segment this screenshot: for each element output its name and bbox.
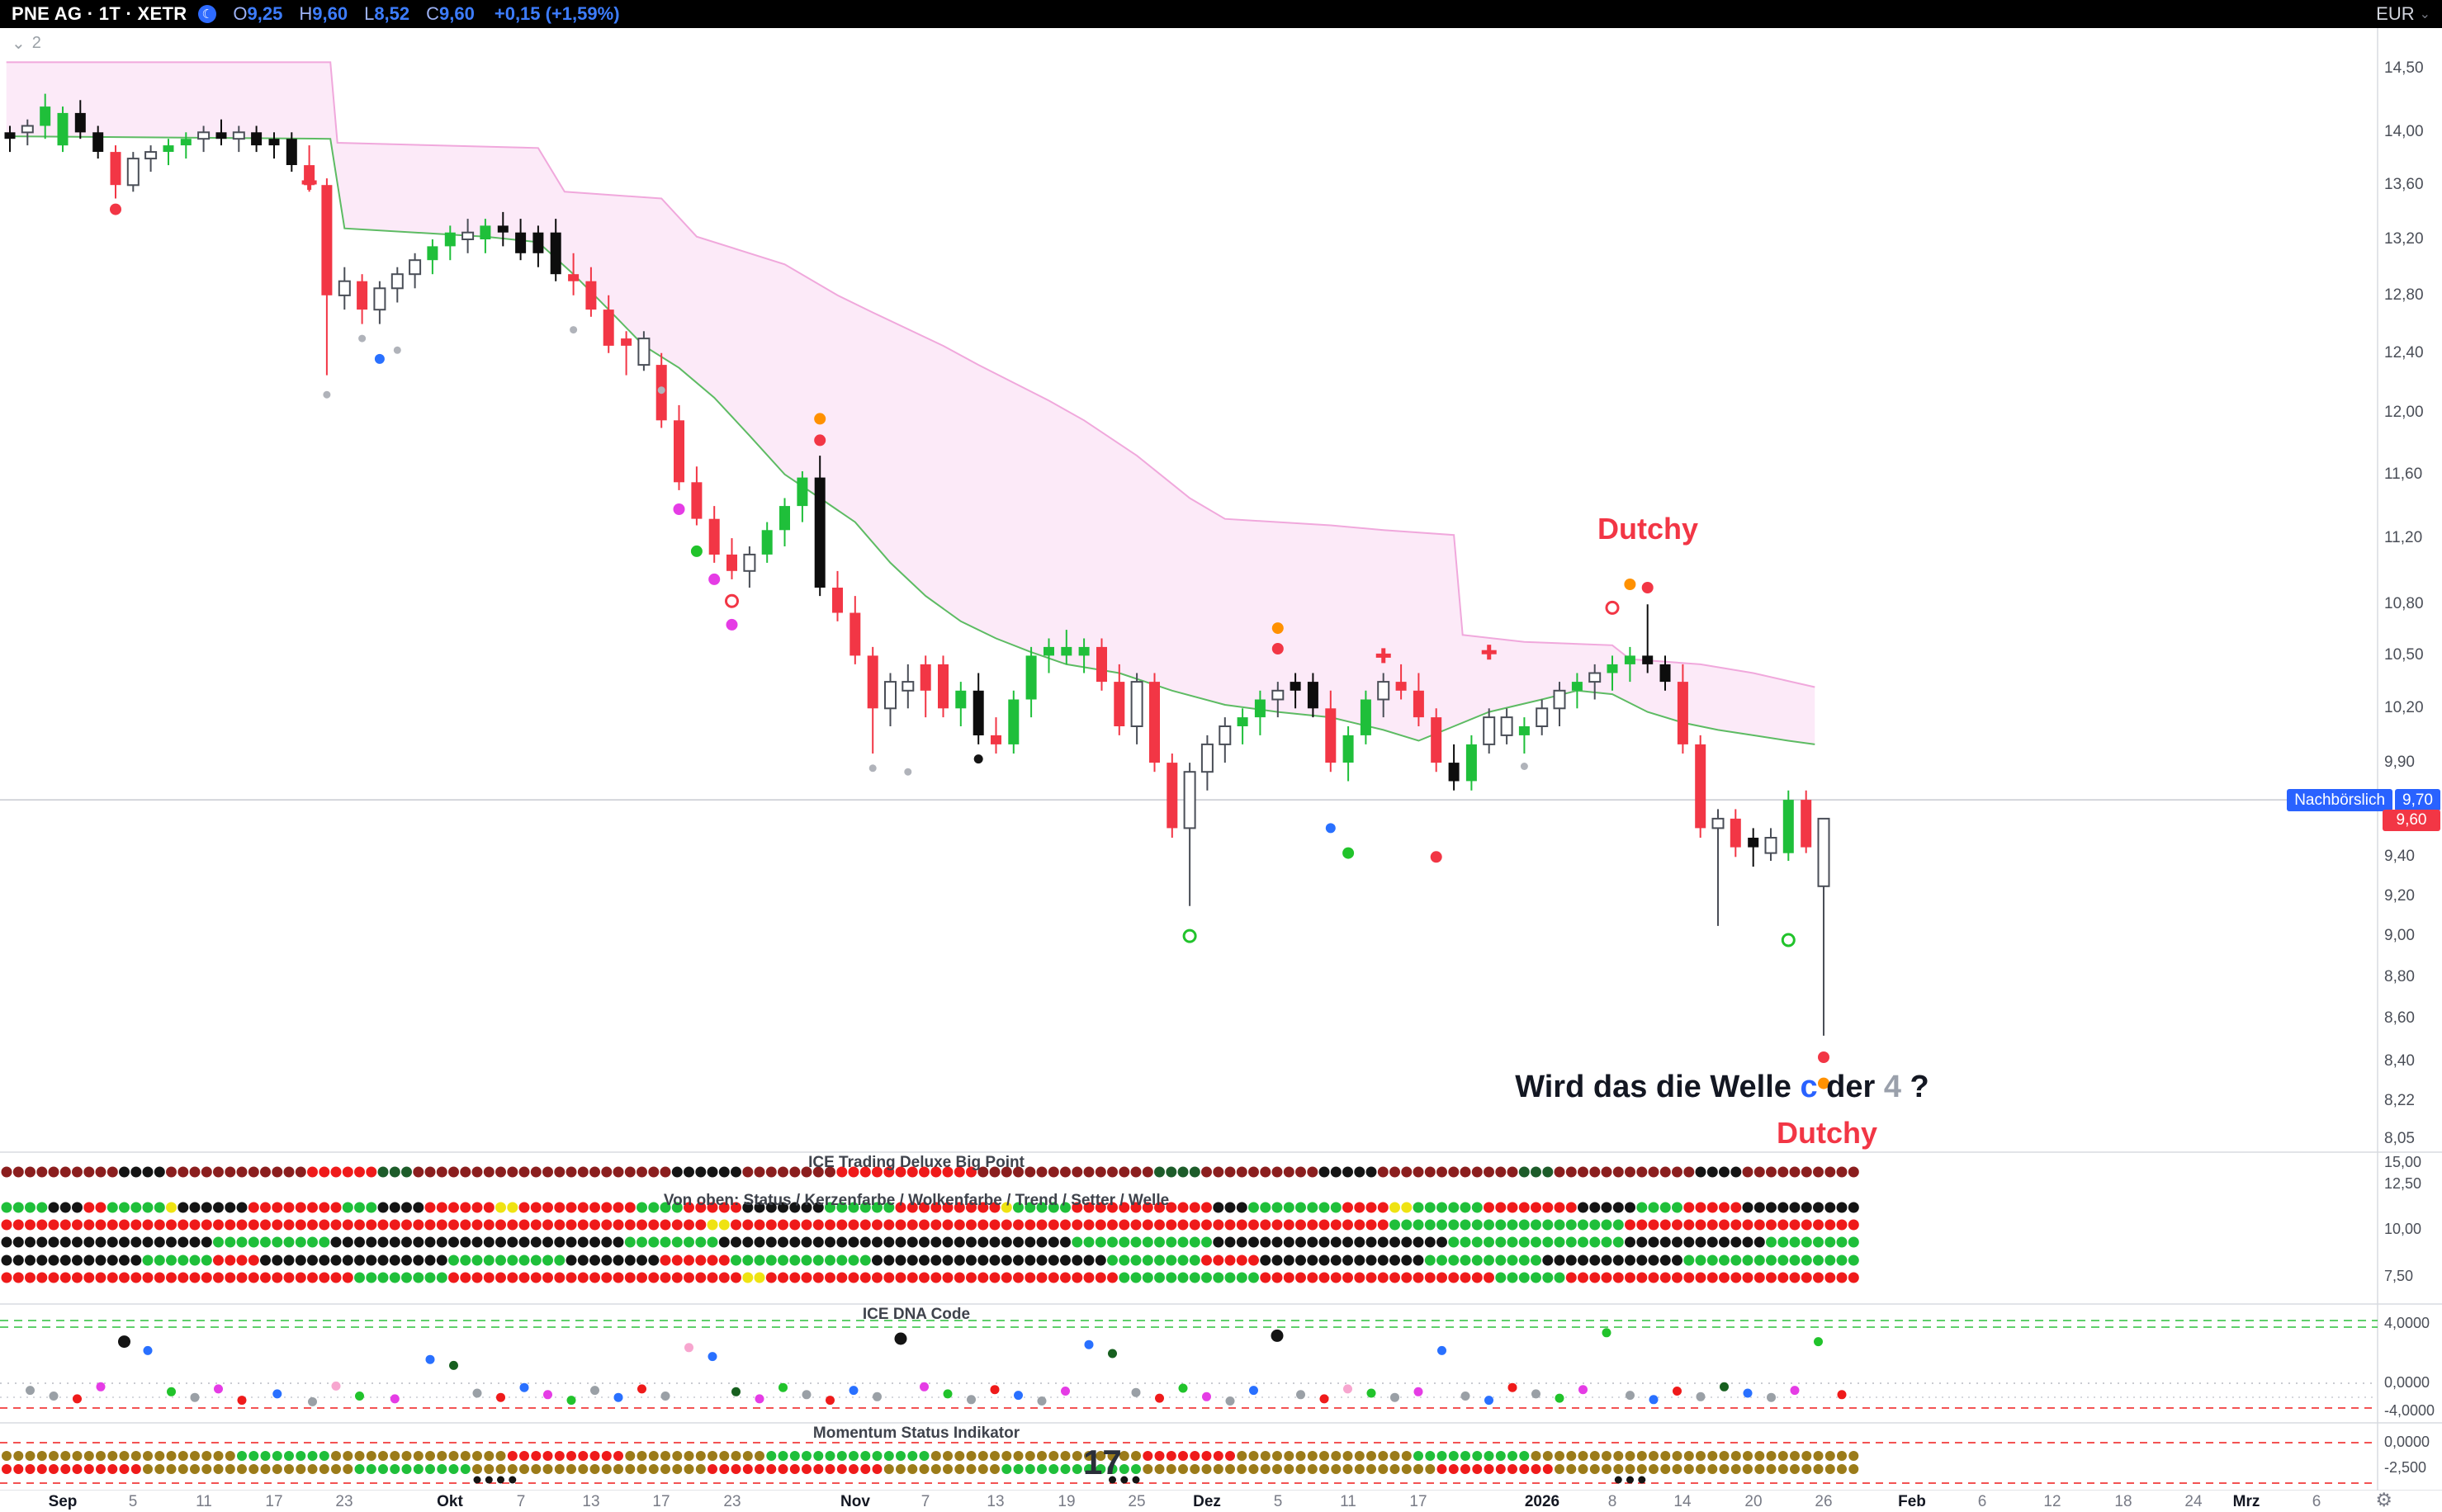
time-label: Feb: [1898, 1493, 1926, 1510]
time-label: 13: [987, 1493, 1005, 1510]
time-label: Dez: [1193, 1493, 1221, 1510]
price-tick: 14,00: [2384, 123, 2424, 140]
signal-markers: [110, 175, 1829, 1089]
panel-axis-label: 4,0000: [2384, 1315, 2430, 1331]
ohlc-close: C9,60: [426, 3, 475, 24]
price-tick: 8,05: [2384, 1130, 2415, 1147]
change-value: +0,15 (+1,59%): [494, 3, 620, 24]
annotation-dutchy-upper[interactable]: Dutchy: [1597, 512, 1698, 546]
chart-header: PNE AG · 1T · XETR ☾ O9,25 H9,60 L8,52 C…: [0, 0, 2442, 28]
panel-title-big-point[interactable]: ICE Trading Deluxe Big Point: [808, 1154, 1025, 1171]
currency-selector[interactable]: EUR ⌄: [2376, 3, 2430, 25]
time-label: Nov: [840, 1493, 870, 1510]
time-label: 23: [723, 1493, 741, 1510]
momentum-panel-graphics: [0, 1442, 2378, 1484]
big-point-dot-rows: [1, 1166, 1859, 1283]
time-label: 6: [2312, 1493, 2321, 1510]
ohlc-open: O9,25: [233, 3, 283, 24]
price-tick: 8,40: [2384, 1052, 2415, 1070]
panel-axis-label: 10,00: [2384, 1221, 2422, 1237]
panel-axis-label: -2,500: [2384, 1459, 2427, 1476]
object-count: 2: [31, 34, 41, 52]
price-tick: 8,22: [2384, 1092, 2415, 1109]
price-tick: 12,40: [2384, 344, 2424, 361]
afterhours-label: Nachbörslich: [2287, 789, 2393, 811]
time-label: 17: [1409, 1493, 1427, 1510]
price-tick: 9,00: [2384, 927, 2415, 944]
time-label: 11: [1340, 1493, 1356, 1510]
price-tick: 14,50: [2384, 59, 2424, 77]
price-tick: 11,60: [2384, 465, 2423, 483]
currency-label: EUR: [2376, 3, 2415, 24]
chevron-down-icon: ⌄: [12, 35, 26, 53]
tradingview-logo: 17: [1083, 1443, 1122, 1481]
time-label: 5: [128, 1493, 138, 1510]
ichimoku-cloud: [6, 61, 1815, 745]
time-label: 23: [335, 1493, 353, 1510]
time-label: Okt: [437, 1493, 463, 1510]
time-label: 11: [196, 1493, 212, 1510]
annotation-welle-question[interactable]: Wird das die Welle c der 4 ?: [1515, 1070, 1929, 1104]
time-label: 14: [1673, 1493, 1692, 1510]
price-tick: 8,60: [2384, 1009, 2415, 1027]
annotation-dutchy-lower[interactable]: Dutchy: [1776, 1116, 1877, 1150]
time-axis[interactable]: Sep 5 11 17 23 Okt 7 13 17 23 Nov 7 13 19 25 Dez 5 11 17 20…: [0, 1491, 2442, 1512]
ohlc-high: H9,60: [299, 3, 348, 24]
symbol-title[interactable]: PNE AG · 1T · XETR: [12, 3, 187, 24]
panel-axis-label: 0,0000: [2384, 1374, 2430, 1391]
price-tick: 9,40: [2384, 848, 2415, 865]
afterhours-moon-icon: ☾: [198, 5, 217, 23]
time-label: Mrz: [2232, 1493, 2260, 1510]
price-tick: 13,60: [2384, 176, 2424, 193]
time-label: 5: [1273, 1493, 1283, 1510]
time-label: 26: [1815, 1493, 1833, 1510]
price-tick: 12,00: [2384, 404, 2424, 421]
time-label: Sep: [48, 1493, 78, 1510]
price-tick: 9,20: [2384, 887, 2415, 905]
candles-layer[interactable]: [4, 93, 1830, 1036]
gear-icon[interactable]: ⚙: [2375, 1489, 2392, 1510]
time-label: 25: [1128, 1493, 1146, 1510]
time-label: 13: [582, 1493, 600, 1510]
price-tick: 10,80: [2384, 595, 2424, 612]
panel-axis-label: -4,0000: [2384, 1402, 2435, 1419]
ohlc-low: L8,52: [364, 3, 410, 24]
afterhours-price-badge: Nachbörslich 9,70: [2287, 789, 2440, 811]
price-tick: 9,90: [2384, 754, 2415, 771]
panel-title-momentum[interactable]: Momentum Status Indikator: [812, 1425, 1020, 1442]
panel-axis-label: 15,00: [2384, 1154, 2422, 1170]
last-price-badge: 9,60: [2383, 810, 2440, 831]
pane-collapse-control[interactable]: ⌄ 2: [12, 33, 41, 54]
price-tick: 11,20: [2384, 529, 2423, 546]
price-tick: 10,20: [2384, 699, 2424, 716]
price-axis[interactable]: 14,50 14,00 13,60 13,20 12,80 12,40 12,00 11,60…: [2378, 0, 2442, 1512]
price-tick: 13,20: [2384, 230, 2424, 248]
time-label: 18: [2114, 1493, 2132, 1510]
dna-panel-graphics: [0, 1320, 2378, 1409]
price-tick: 10,50: [2384, 646, 2424, 664]
time-label: 7: [920, 1493, 930, 1510]
panel-title-dna-code[interactable]: ICE DNA Code: [862, 1306, 971, 1323]
time-label: 24: [2184, 1493, 2203, 1510]
time-label: 6: [1977, 1493, 1987, 1510]
afterhours-price: 9,70: [2395, 789, 2440, 811]
panel-axis-label: 12,50: [2384, 1175, 2422, 1192]
panel-subtitle-big-point: Von oben: Status / Kerzenfarbe / Wolkenf…: [663, 1192, 1170, 1209]
time-label: 20: [1744, 1493, 1763, 1510]
time-label: 17: [265, 1493, 283, 1510]
panel-axis-label: 7,50: [2384, 1268, 2414, 1284]
time-label: 7: [516, 1493, 526, 1510]
panel-axis-label: 0,0000: [2384, 1434, 2430, 1450]
time-label: 19: [1058, 1493, 1076, 1510]
time-label: 12: [2043, 1493, 2061, 1510]
price-tick: 12,80: [2384, 286, 2424, 304]
time-label: 17: [652, 1493, 670, 1510]
chevron-down-icon: ⌄: [2419, 7, 2430, 21]
time-label: 8: [1607, 1493, 1617, 1510]
price-tick: 8,80: [2384, 968, 2415, 985]
time-label: 2026: [1524, 1493, 1560, 1510]
